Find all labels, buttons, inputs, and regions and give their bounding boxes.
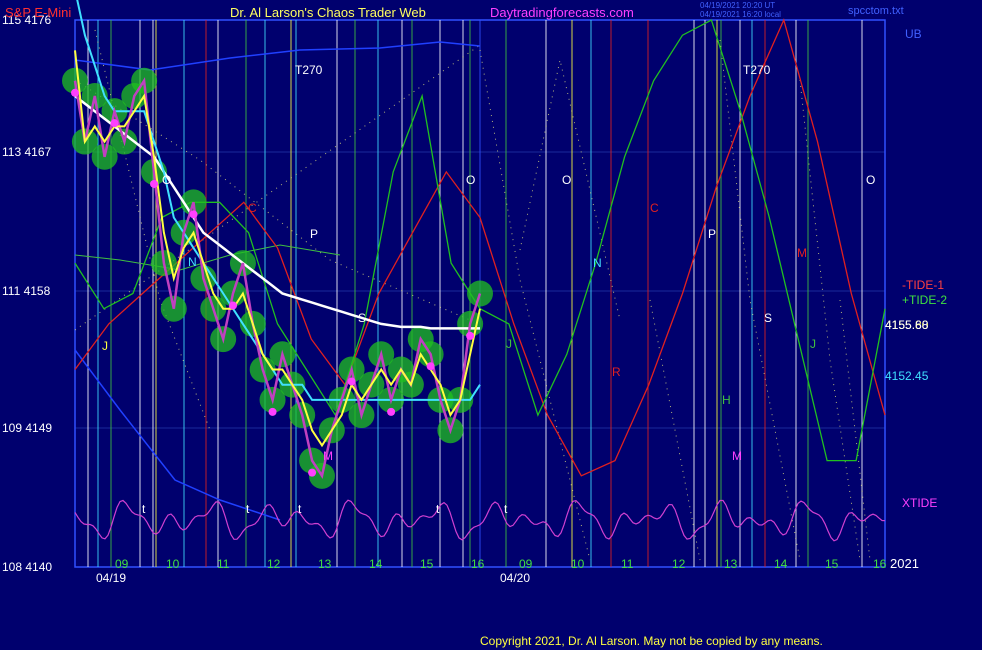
- price-marker: [189, 210, 198, 219]
- price-series: [71, 0, 482, 479]
- copyright: Copyright 2021, Dr. Al Larson. May not b…: [480, 634, 823, 648]
- hour-label: 12: [267, 557, 281, 571]
- timing-letter: O: [866, 173, 875, 187]
- timing-letter: S: [764, 311, 772, 325]
- price-marker: [268, 407, 277, 416]
- timing-letter: P: [708, 227, 716, 241]
- tide1-label: -TIDE-1: [902, 278, 944, 292]
- timing-letter: J: [102, 339, 108, 353]
- file-label: spcctom.txt: [848, 5, 904, 17]
- year-label: 2021: [890, 556, 919, 571]
- dotted-band: [649, 299, 701, 561]
- y-tick-label: 108 4140: [2, 560, 52, 574]
- hour-label: 16: [873, 557, 887, 571]
- timing-letter: T270: [295, 63, 323, 77]
- price-marker: [71, 88, 79, 97]
- site-link[interactable]: Daytradingforecasts.com: [490, 5, 634, 20]
- dotted-band: [719, 39, 801, 561]
- timestamp-ut: 04/19/2021 20:20 UT: [700, 1, 775, 10]
- hour-label: 12: [672, 557, 686, 571]
- hour-label: 13: [724, 557, 738, 571]
- timing-letter: H: [722, 393, 731, 407]
- chart-title: Dr. Al Larson's Chaos Trader Web: [230, 5, 426, 20]
- hour-label: 14: [369, 557, 383, 571]
- timing-letter: M: [323, 449, 333, 463]
- hour-label: 16: [471, 557, 485, 571]
- hour-label: 11: [217, 557, 230, 571]
- price-marker: [426, 362, 435, 371]
- hour-label: 13: [318, 557, 332, 571]
- y-tick-label: 115 4176: [2, 13, 51, 27]
- last-price-a: 4155.68: [885, 318, 929, 332]
- timing-letter: O: [466, 173, 475, 187]
- price-marker: [308, 468, 317, 477]
- last-price-b: 4155.80: [885, 318, 929, 332]
- hour-label: 14: [774, 557, 788, 571]
- tide2-label: +TIDE-2: [902, 293, 947, 307]
- timing-letter: C: [650, 201, 659, 215]
- timing-letter: R: [612, 365, 621, 379]
- price-marker: [229, 301, 238, 310]
- chart-labels: 115 4176 113 4167 111 4158 109 4149 108 4140…: [2, 13, 887, 574]
- price-marker: [466, 331, 475, 340]
- timing-letter: C: [248, 201, 257, 215]
- timing-letter: O: [562, 173, 571, 187]
- cyan-level-label: 4152.45: [885, 369, 929, 383]
- timing-letter: T270: [743, 63, 771, 77]
- dotted-band: [519, 59, 621, 321]
- hour-label: 09: [519, 557, 533, 571]
- tide1-line: [74, 18, 886, 477]
- timing-letter: t: [504, 502, 508, 516]
- xtide-series: [74, 499, 886, 542]
- y-tick-label: 113 4167: [2, 145, 51, 159]
- yellow-avg-line: [74, 50, 481, 448]
- hour-label: 10: [166, 557, 180, 571]
- vertical-timing-lines: [87, 20, 863, 567]
- timing-letter: M: [732, 449, 742, 463]
- timing-letter: t: [436, 502, 440, 516]
- timing-letter: J: [810, 337, 816, 351]
- glow-dot: [62, 67, 88, 94]
- hour-label: 15: [825, 557, 839, 571]
- timing-letter: N: [593, 256, 602, 270]
- timing-letter: J: [506, 337, 512, 351]
- white-avg-line: [74, 95, 480, 330]
- ub-label: UB: [905, 27, 922, 41]
- timing-letter: S: [358, 311, 366, 325]
- date-label-2: 04/20: [500, 571, 530, 585]
- y-tick-label: 109 4149: [2, 421, 52, 435]
- timing-letter: t: [246, 502, 250, 516]
- symbol-label: S&P E-Mini: [5, 5, 71, 20]
- date-label-1: 04/19: [96, 571, 126, 585]
- timing-letter: P: [310, 227, 318, 241]
- price-marker: [387, 407, 396, 416]
- lower-band: [74, 244, 341, 271]
- timing-letter: t: [142, 502, 146, 516]
- hour-label: 10: [571, 557, 585, 571]
- timing-letter: N: [188, 255, 197, 269]
- hour-label: 11: [621, 557, 634, 571]
- timestamp-local: 04/19/2021 16:20 local: [700, 10, 781, 19]
- y-tick-label: 111 4158: [2, 284, 51, 298]
- hour-label: 15: [420, 557, 434, 571]
- hour-label: 09: [115, 557, 129, 571]
- blue-band: [74, 349, 281, 521]
- price-marker: [150, 179, 159, 188]
- timing-letter: M: [797, 246, 807, 260]
- timing-letter: t: [298, 502, 302, 516]
- price-marker: [110, 119, 119, 128]
- xtide-line: [74, 499, 886, 542]
- timing-letter: O: [162, 173, 171, 187]
- xtide-label: XTIDE: [902, 496, 937, 510]
- price-marker: [347, 377, 356, 386]
